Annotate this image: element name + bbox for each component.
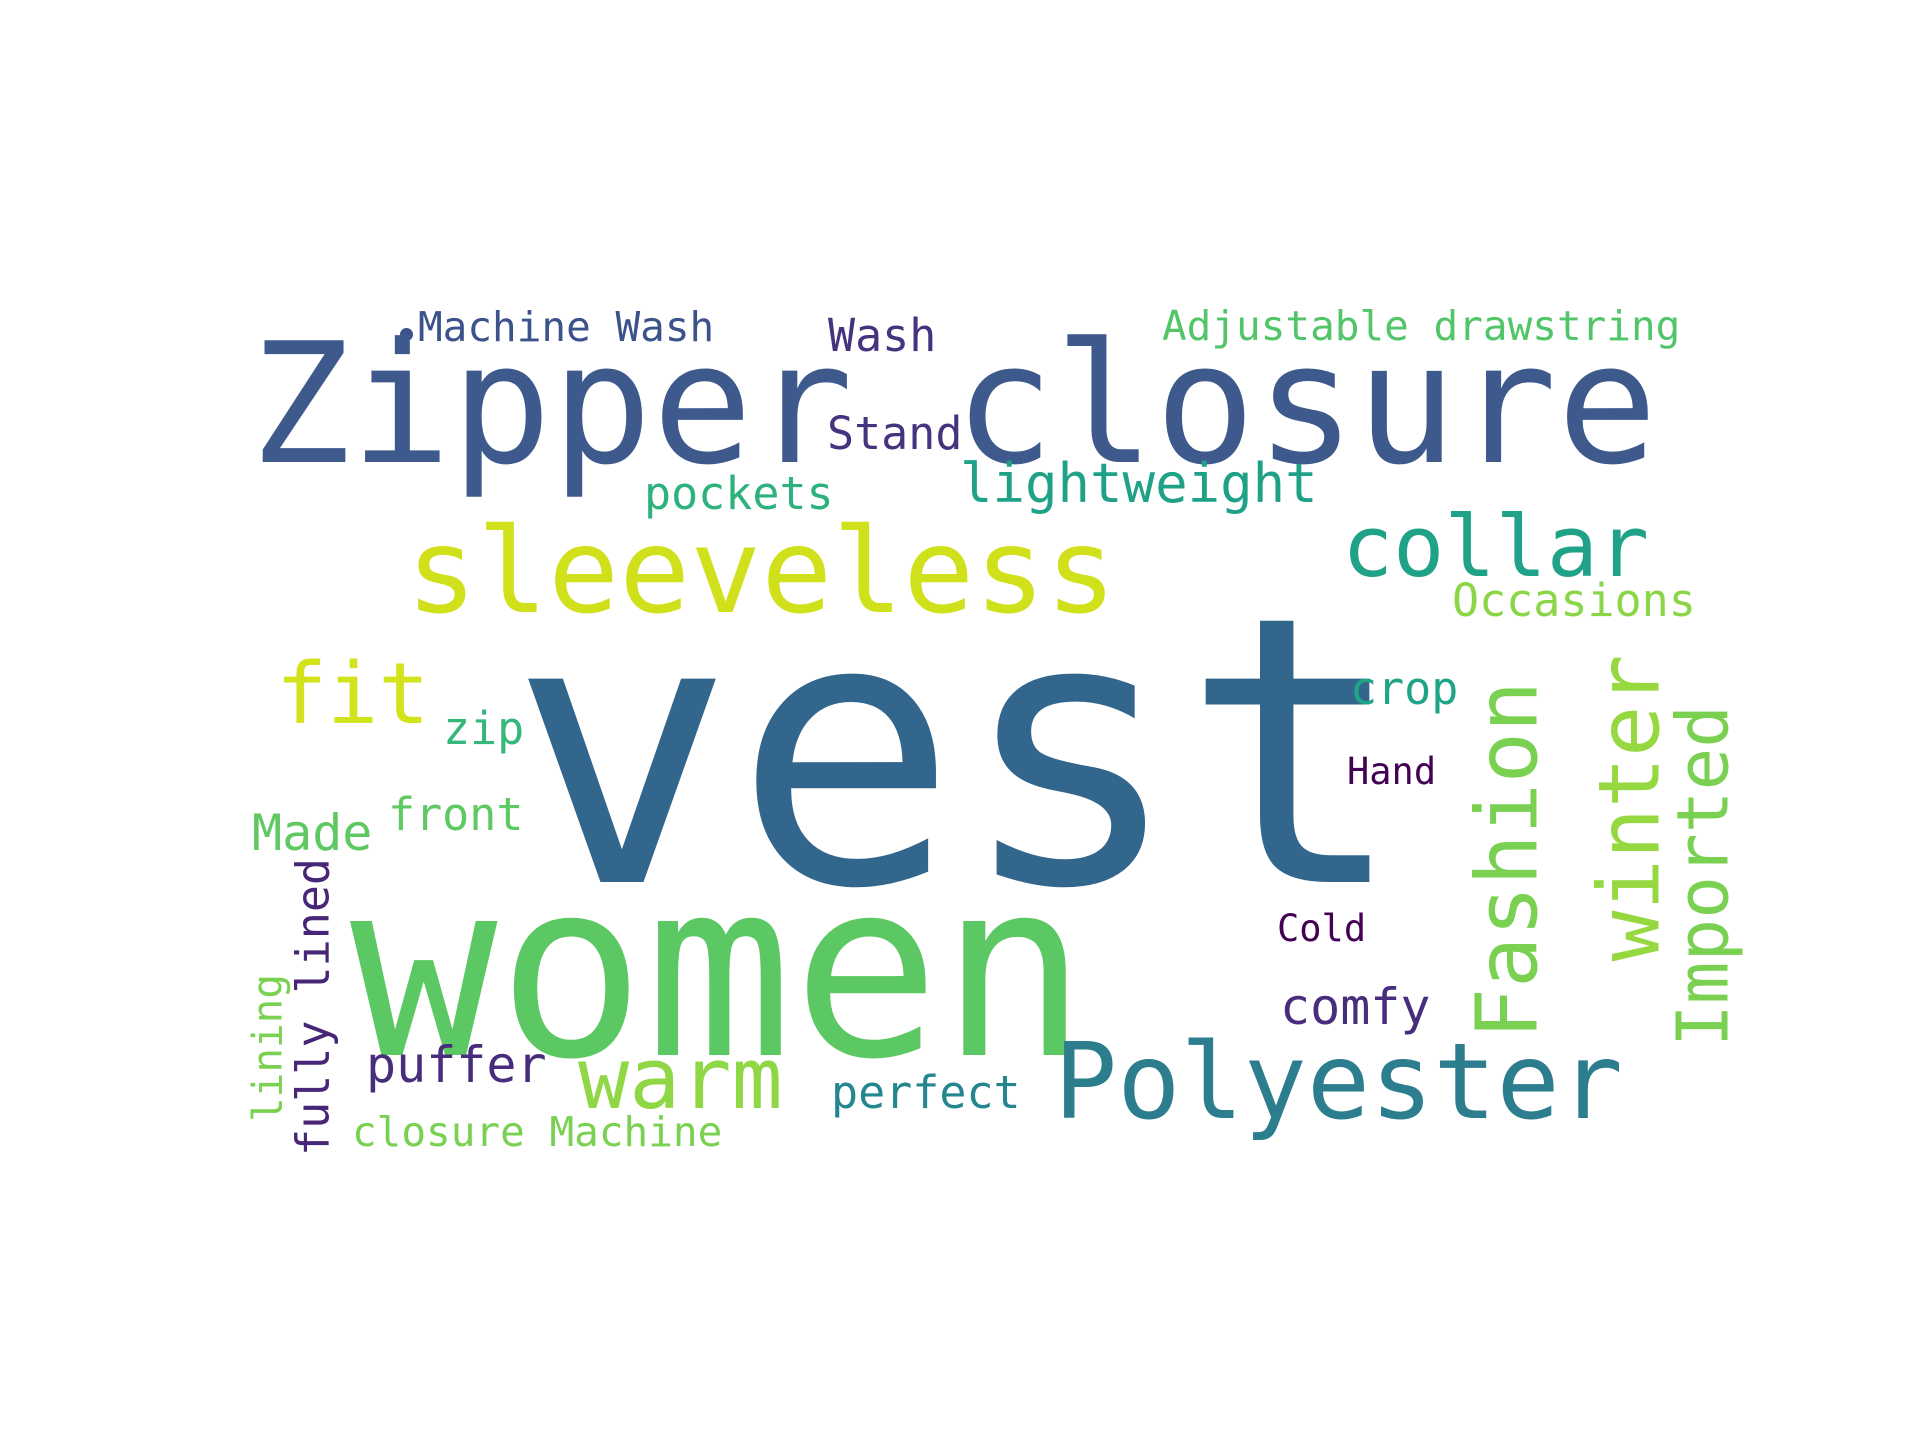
word-lightweight: lightweight	[960, 452, 1318, 515]
word-zipper-closure: Zipper closure	[250, 308, 1658, 502]
word-lining: lining	[243, 973, 292, 1123]
word-women: women	[350, 828, 1088, 1113]
word-zip: zip	[443, 702, 525, 755]
word-fit: fit	[276, 645, 430, 744]
word-sleeveless: sleeveless	[406, 502, 1117, 640]
word-machine-wash: Machine Wash	[418, 303, 715, 351]
word-crop: crop	[1350, 662, 1459, 715]
word-wash: Wash	[828, 309, 937, 362]
word-winter: winter	[1580, 654, 1680, 962]
word-vest: vest	[510, 537, 1406, 970]
word-pockets: pockets	[644, 467, 834, 520]
word-stand: Stand	[827, 407, 963, 460]
word-fully-lined: fully lined	[286, 857, 340, 1157]
word-puffer: puffer	[366, 1036, 547, 1094]
word-warm: warm	[578, 1030, 783, 1129]
dot-mark	[400, 328, 413, 341]
word-made: Made	[252, 804, 373, 862]
word-perfect: perfect	[831, 1066, 1021, 1119]
word-imported: Imported	[1661, 705, 1745, 1047]
word-cold: Cold	[1277, 907, 1367, 950]
word-closure-machine: closure Machine	[352, 1108, 723, 1156]
word-comfy: comfy	[1280, 978, 1431, 1036]
word-hand: Hand	[1347, 750, 1437, 793]
word-occasions: Occasions	[1452, 574, 1696, 627]
word-adjustable-drawstring: Adjustable drawstring	[1162, 302, 1681, 350]
word-polyester: Polyester	[1054, 1021, 1623, 1143]
word-collar: collar	[1342, 498, 1650, 597]
word-front: front	[388, 788, 524, 841]
word-fashion: Fashion	[1458, 680, 1558, 1040]
